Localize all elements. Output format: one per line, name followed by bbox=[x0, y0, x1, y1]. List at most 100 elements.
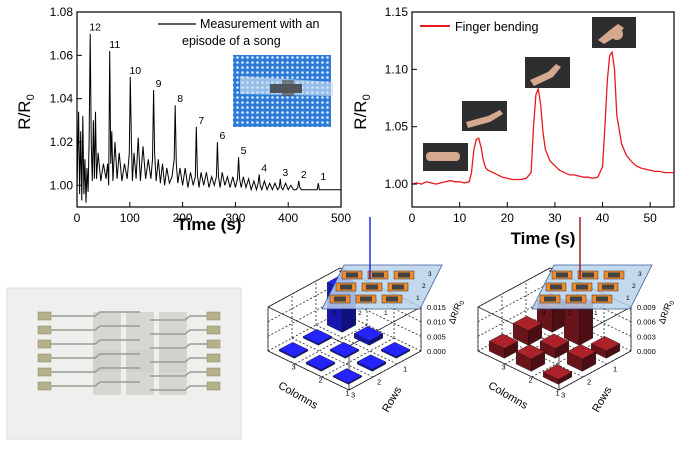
axis-line bbox=[558, 350, 632, 391]
z-tick-label: 0.006 bbox=[637, 318, 656, 327]
bar bbox=[512, 315, 543, 346]
peak-annotation: 7 bbox=[198, 115, 204, 127]
finger-photo-2 bbox=[462, 101, 507, 131]
axis-line bbox=[267, 306, 350, 347]
y-tick-label: 1.05 bbox=[385, 120, 409, 134]
peak-annotation: 4 bbox=[261, 163, 267, 175]
column-tick-label: 1 bbox=[613, 365, 617, 374]
z-tick-label: 0.005 bbox=[427, 332, 446, 341]
peak-annotation: 9 bbox=[156, 78, 162, 90]
x-tick-label: 500 bbox=[331, 211, 351, 225]
bar bbox=[302, 329, 333, 346]
inset-column-label: 1 bbox=[594, 310, 598, 317]
song-series-line bbox=[76, 33, 341, 203]
z-tick-label: 0.000 bbox=[427, 347, 446, 356]
inset-row-label: 1 bbox=[416, 295, 420, 302]
peak-annotation: 12 bbox=[89, 22, 101, 34]
rows-axis-label: Rows bbox=[590, 384, 614, 414]
inset-column-label: 2 bbox=[358, 310, 362, 317]
bar bbox=[539, 333, 570, 359]
inset-column-label: 3 bbox=[542, 310, 546, 317]
x-tick-label: 30 bbox=[548, 211, 562, 225]
bar bbox=[488, 333, 519, 359]
x-tick-label: 0 bbox=[409, 211, 416, 225]
bar bbox=[329, 342, 360, 359]
row-tick-label: 2 bbox=[529, 376, 533, 385]
row-tick-label: 1 bbox=[556, 389, 560, 398]
axis-line bbox=[348, 350, 422, 391]
columns-axis-label: Colomns bbox=[486, 380, 530, 412]
grid-line bbox=[294, 324, 368, 365]
x-tick-label: 0 bbox=[74, 211, 81, 225]
y-tick-label: 1.06 bbox=[50, 48, 74, 62]
x-tick-label: 50 bbox=[644, 211, 658, 225]
bar bbox=[356, 354, 387, 372]
column-tick-label: 1 bbox=[403, 365, 407, 374]
z-axis-label: ΔR/R0 bbox=[656, 298, 676, 326]
bar bbox=[380, 342, 411, 359]
finger-photo-1 bbox=[423, 143, 468, 171]
x-tick-label: 10 bbox=[453, 211, 467, 225]
y-tick-label: 1.02 bbox=[50, 135, 74, 149]
y-tick-label: 1.15 bbox=[385, 5, 409, 19]
column-tick-label: 2 bbox=[377, 378, 381, 387]
grid-line bbox=[291, 337, 374, 378]
sensor-photo-inset bbox=[233, 55, 333, 127]
row-tick-label: 2 bbox=[319, 376, 323, 385]
x-tick-label: 20 bbox=[501, 211, 515, 225]
bar bbox=[332, 368, 363, 385]
grid-line bbox=[315, 324, 398, 365]
inset-row-label: 1 bbox=[626, 295, 630, 302]
inset-row-label: 3 bbox=[638, 271, 642, 278]
row-tick-label: 3 bbox=[292, 363, 296, 372]
z-tick-label: 0.010 bbox=[427, 318, 446, 327]
peak-annotation: 5 bbox=[241, 145, 247, 157]
row-tick-label: 3 bbox=[502, 363, 506, 372]
peak-annotation: 6 bbox=[220, 130, 226, 142]
x-tick-label: 100 bbox=[120, 211, 140, 225]
axis-line bbox=[477, 350, 560, 391]
legend-line-2: episode of a song bbox=[182, 34, 281, 48]
peak-annotation: 2 bbox=[301, 169, 307, 181]
z-tick-label: 0.000 bbox=[637, 347, 656, 356]
peak-annotation: 8 bbox=[177, 93, 183, 105]
inset-column-label: 3 bbox=[332, 310, 336, 317]
bar bbox=[566, 344, 597, 372]
peak-annotation: 1 bbox=[320, 171, 326, 183]
column-tick-label: 2 bbox=[587, 378, 591, 387]
grid-line bbox=[339, 311, 422, 352]
peak-annotation: 3 bbox=[282, 167, 288, 179]
grid-line bbox=[339, 296, 422, 337]
bar bbox=[542, 364, 573, 385]
y-axis-label: R/R0 bbox=[15, 94, 37, 129]
grid-line bbox=[477, 282, 551, 323]
y-axis-label: R/R0 bbox=[351, 94, 373, 129]
column-tick-label: 3 bbox=[351, 391, 355, 400]
z-tick-label: 0.009 bbox=[637, 303, 656, 312]
inset-row-label: 3 bbox=[428, 271, 432, 278]
z-axis-label: ΔR/R0 bbox=[446, 298, 466, 326]
x-tick-label: 300 bbox=[225, 211, 245, 225]
rows-axis-label: Rows bbox=[380, 384, 404, 414]
legend-label: Finger bending bbox=[455, 20, 538, 34]
y-tick-label: 1.10 bbox=[385, 62, 409, 76]
bar bbox=[353, 326, 384, 346]
peak-annotation: 10 bbox=[129, 65, 141, 77]
inset-column-label: 1 bbox=[384, 310, 388, 317]
column-tick-label: 3 bbox=[561, 391, 565, 400]
legend-line-1: Measurement with an bbox=[200, 17, 320, 31]
finger-bending-chart: 0 10 20 30 40 50 1.00 1.05 1.10 1.15 Finger bendi… bbox=[351, 5, 675, 248]
finger-photo-4 bbox=[592, 17, 636, 48]
x-axis-label: Time (s) bbox=[177, 215, 242, 234]
y-tick-label: 1.00 bbox=[50, 178, 74, 192]
row-tick-label: 1 bbox=[346, 389, 350, 398]
bar bbox=[515, 344, 546, 372]
x-tick-label: 40 bbox=[596, 211, 610, 225]
device-array-photo bbox=[6, 287, 242, 440]
bar bbox=[590, 336, 621, 359]
plot-frame bbox=[411, 11, 675, 208]
